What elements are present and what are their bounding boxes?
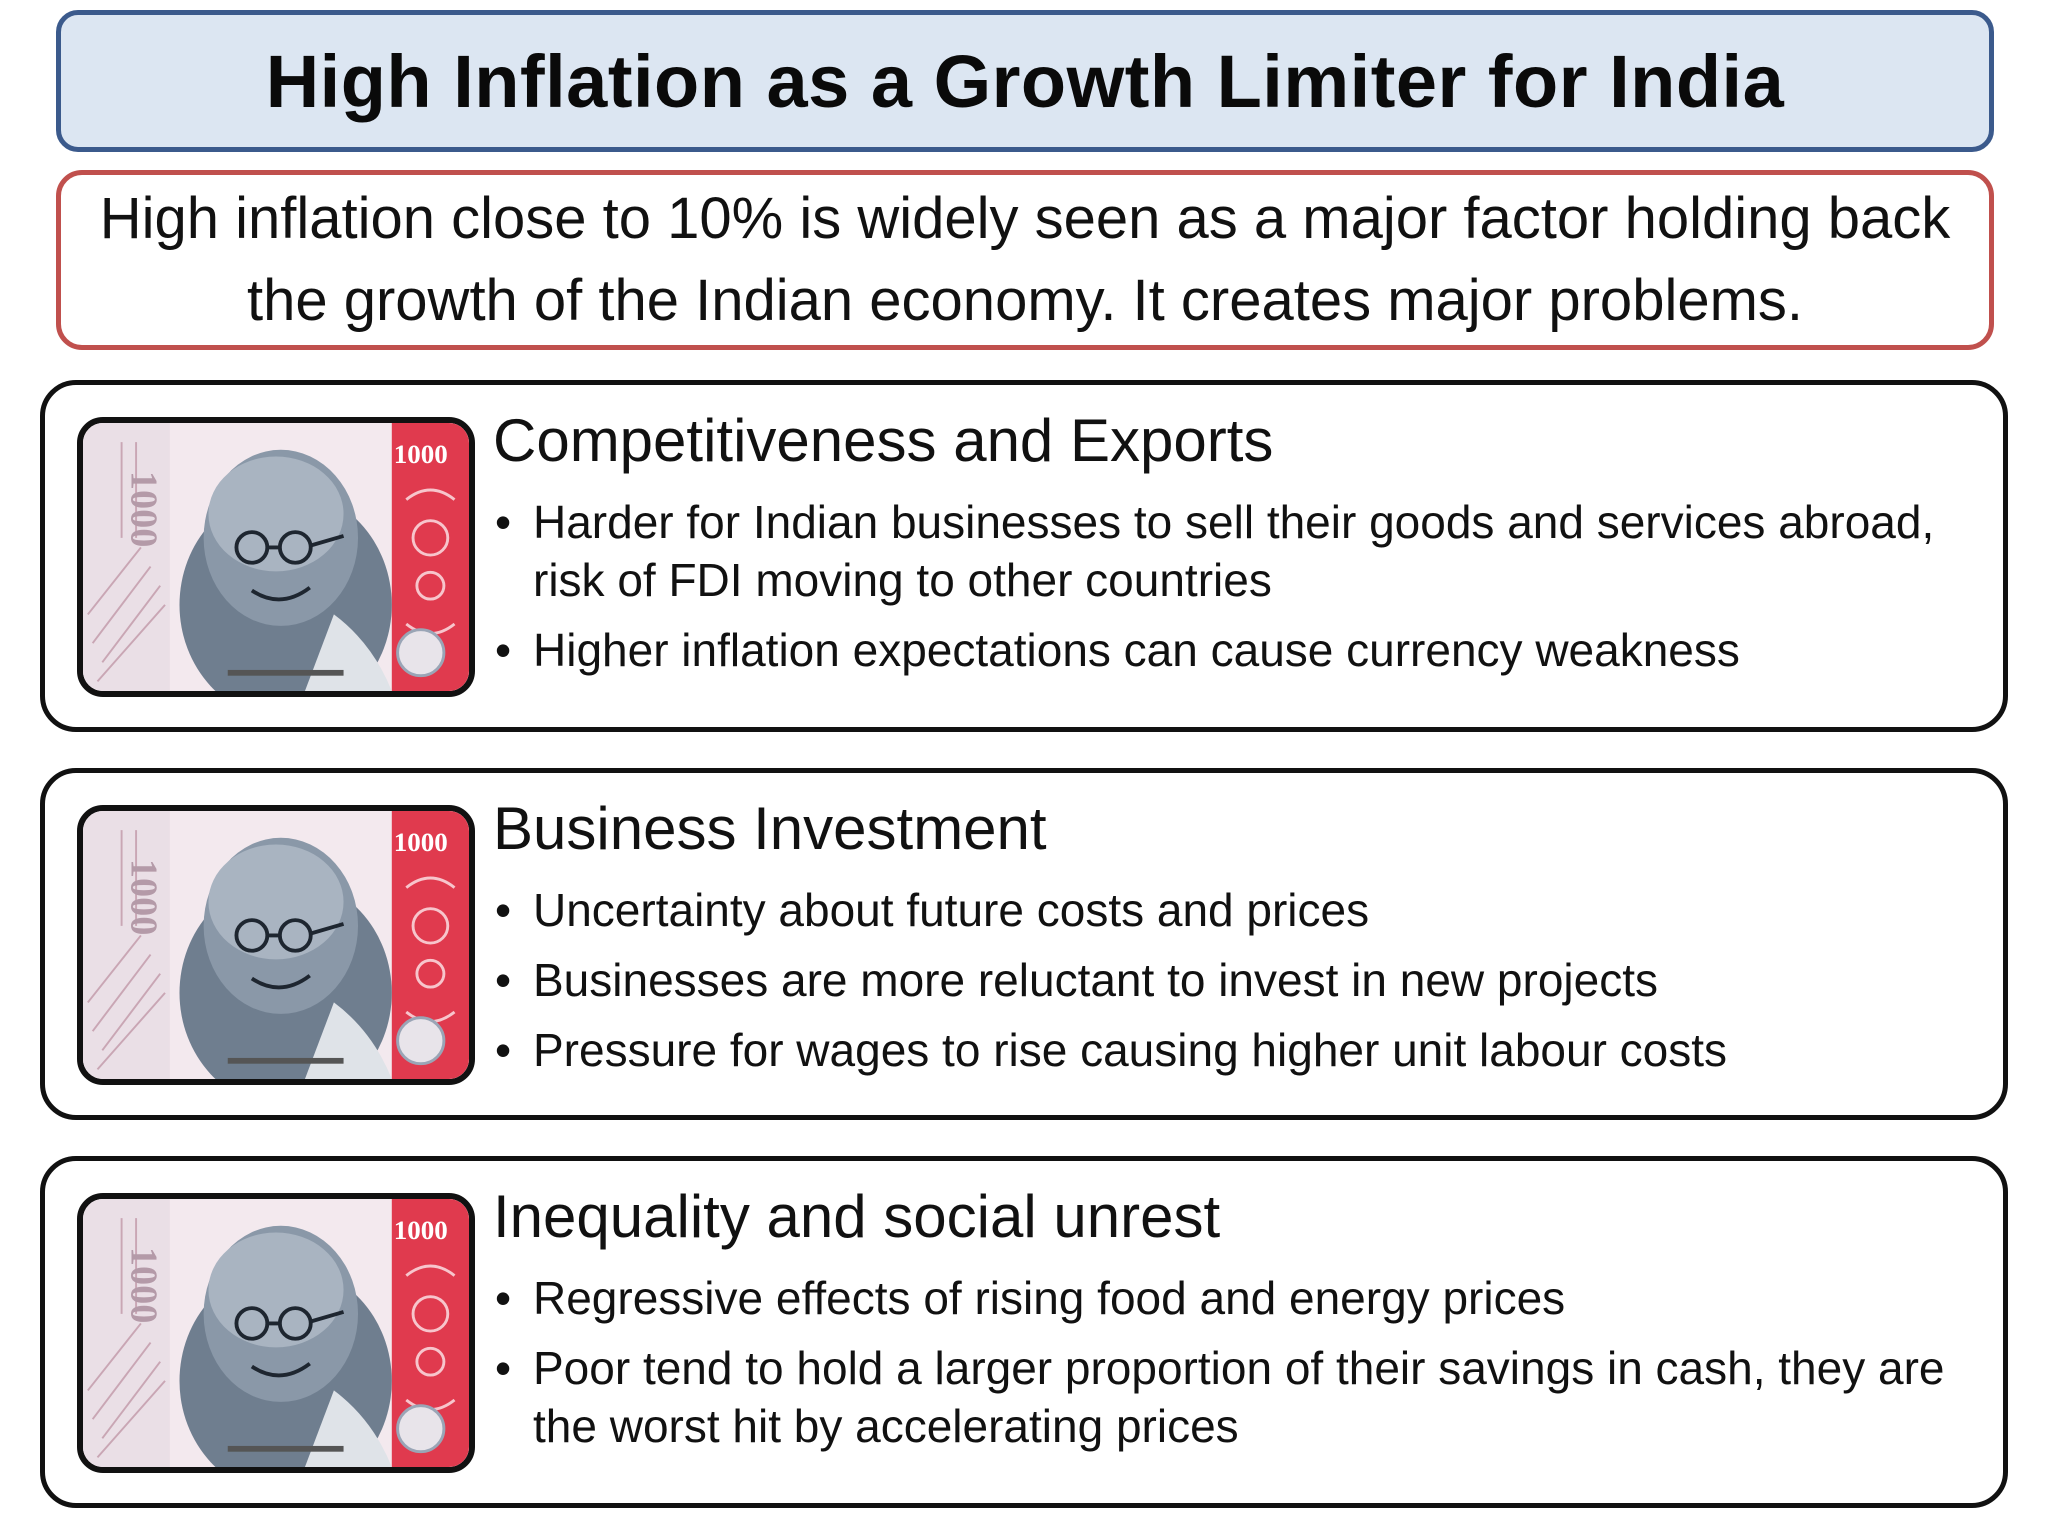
bullet-item: Higher inflation expectations can cause … (493, 621, 1973, 679)
intro-box: High inflation close to 10% is widely se… (56, 170, 1994, 350)
banknote-svg: 1000 1000 (83, 811, 469, 1079)
denomination-label: 1000 (394, 439, 448, 469)
section-heading: Competitiveness and Exports (493, 407, 1274, 474)
bullet-list: Regressive effects of rising food and en… (493, 1269, 1973, 1455)
banknote-svg: 1000 1000 (83, 1199, 469, 1467)
section-card-business-investment: 1000 1000 Business Investment (40, 768, 2008, 1120)
section-content: Competitiveness and Exports Harder for I… (493, 403, 1973, 691)
section-content: Inequality and social unrest Regressive … (493, 1179, 1973, 1467)
bullet-item: Pressure for wages to rise causing highe… (493, 1021, 1973, 1079)
denomination-label: 1000 (394, 827, 448, 857)
section-card-competitiveness: 1000 1000 Competitiveness and Ex (40, 380, 2008, 732)
section-heading: Business Investment (493, 795, 1047, 862)
denomination-vertical: 1000 (122, 471, 164, 548)
rupee-1000-banknote-image: 1000 1000 (77, 417, 475, 697)
bullet-item: Businesses are more reluctant to invest … (493, 951, 1973, 1009)
bullet-list: Harder for Indian businesses to sell the… (493, 493, 1973, 679)
intro-text: High inflation close to 10% is widely se… (99, 186, 1951, 333)
section-heading: Inequality and social unrest (493, 1183, 1221, 1250)
bullet-list: Uncertainty about future costs and price… (493, 881, 1973, 1079)
banknote-svg: 1000 1000 (83, 423, 469, 691)
denomination-vertical: 1000 (122, 1247, 164, 1324)
rupee-1000-banknote-image: 1000 1000 (77, 805, 475, 1085)
bullet-item: Regressive effects of rising food and en… (493, 1269, 1973, 1327)
rupee-1000-banknote-image: 1000 1000 (77, 1193, 475, 1473)
bullet-item: Harder for Indian businesses to sell the… (493, 493, 1973, 609)
bullet-item: Poor tend to hold a larger proportion of… (493, 1339, 1973, 1455)
section-card-inequality: 1000 1000 Inequality and social unrest (40, 1156, 2008, 1508)
section-content: Business Investment Uncertainty about fu… (493, 791, 1973, 1091)
page-title: High Inflation as a Growth Limiter for I… (265, 39, 1785, 123)
denomination-vertical: 1000 (122, 859, 164, 936)
bullet-item: Uncertainty about future costs and price… (493, 881, 1973, 939)
denomination-label: 1000 (394, 1215, 448, 1245)
title-banner: High Inflation as a Growth Limiter for I… (56, 10, 1994, 152)
